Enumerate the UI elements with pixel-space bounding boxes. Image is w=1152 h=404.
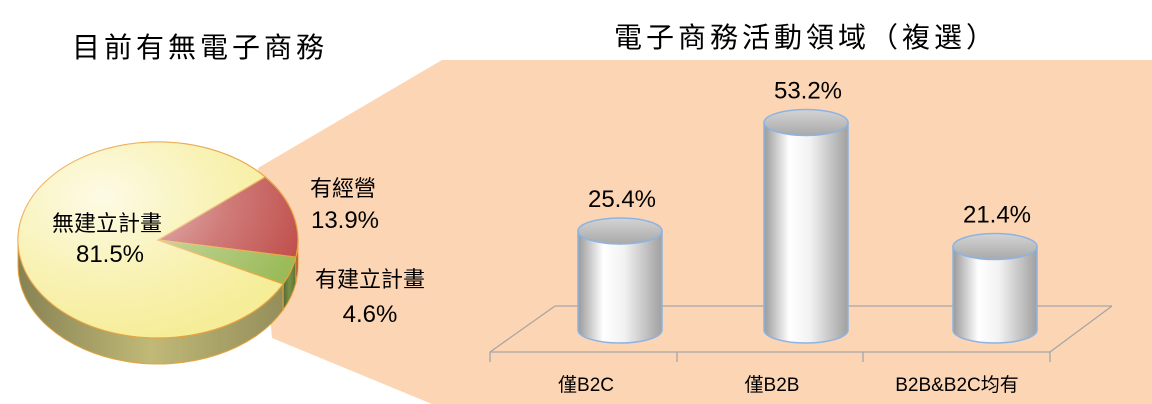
- pie-slice-value-label: 81.5%: [76, 241, 144, 268]
- pie-slice-label: 有建立計畫: [315, 268, 425, 293]
- bar-cylinder-top: [763, 108, 849, 137]
- bar-cylinder-top: [952, 232, 1038, 261]
- pie-chart-title: 目前有無電子商務: [72, 31, 328, 64]
- category-label: 僅B2C: [558, 374, 614, 396]
- bar-value-label: 21.4%: [963, 202, 1031, 229]
- bar-chart: [577, 108, 1038, 344]
- pie-tops: [17, 141, 299, 339]
- pie-slice-value-label: 4.6%: [343, 301, 398, 328]
- bar-cylinder-top: [577, 217, 663, 245]
- floor-left-edge: [489, 305, 556, 353]
- pie-slice-label: 無建立計畫: [52, 212, 162, 237]
- bar-cylinder: [577, 217, 663, 344]
- bar-value-label: 53.2%: [774, 78, 842, 105]
- bar-cylinder-body: [577, 230, 663, 344]
- category-label: B2B&B2C均有: [895, 374, 1019, 396]
- bar-chart-title: 電子商務活動領域（複選）: [614, 21, 998, 54]
- category-label: 僅B2B: [745, 374, 800, 396]
- bar-cylinder: [952, 232, 1038, 344]
- bar-cylinder-body: [952, 245, 1038, 344]
- bar-value-label: 25.4%: [588, 186, 656, 213]
- pie-slice-value-label: 13.9%: [311, 207, 379, 234]
- bar-cylinder-body: [763, 121, 849, 344]
- bar-cylinder: [763, 108, 849, 344]
- pie-slice-label: 有經營: [310, 177, 376, 202]
- callout-background: [258, 60, 1152, 404]
- pie-chart: [17, 141, 299, 365]
- floor-right-edge: [1049, 305, 1113, 353]
